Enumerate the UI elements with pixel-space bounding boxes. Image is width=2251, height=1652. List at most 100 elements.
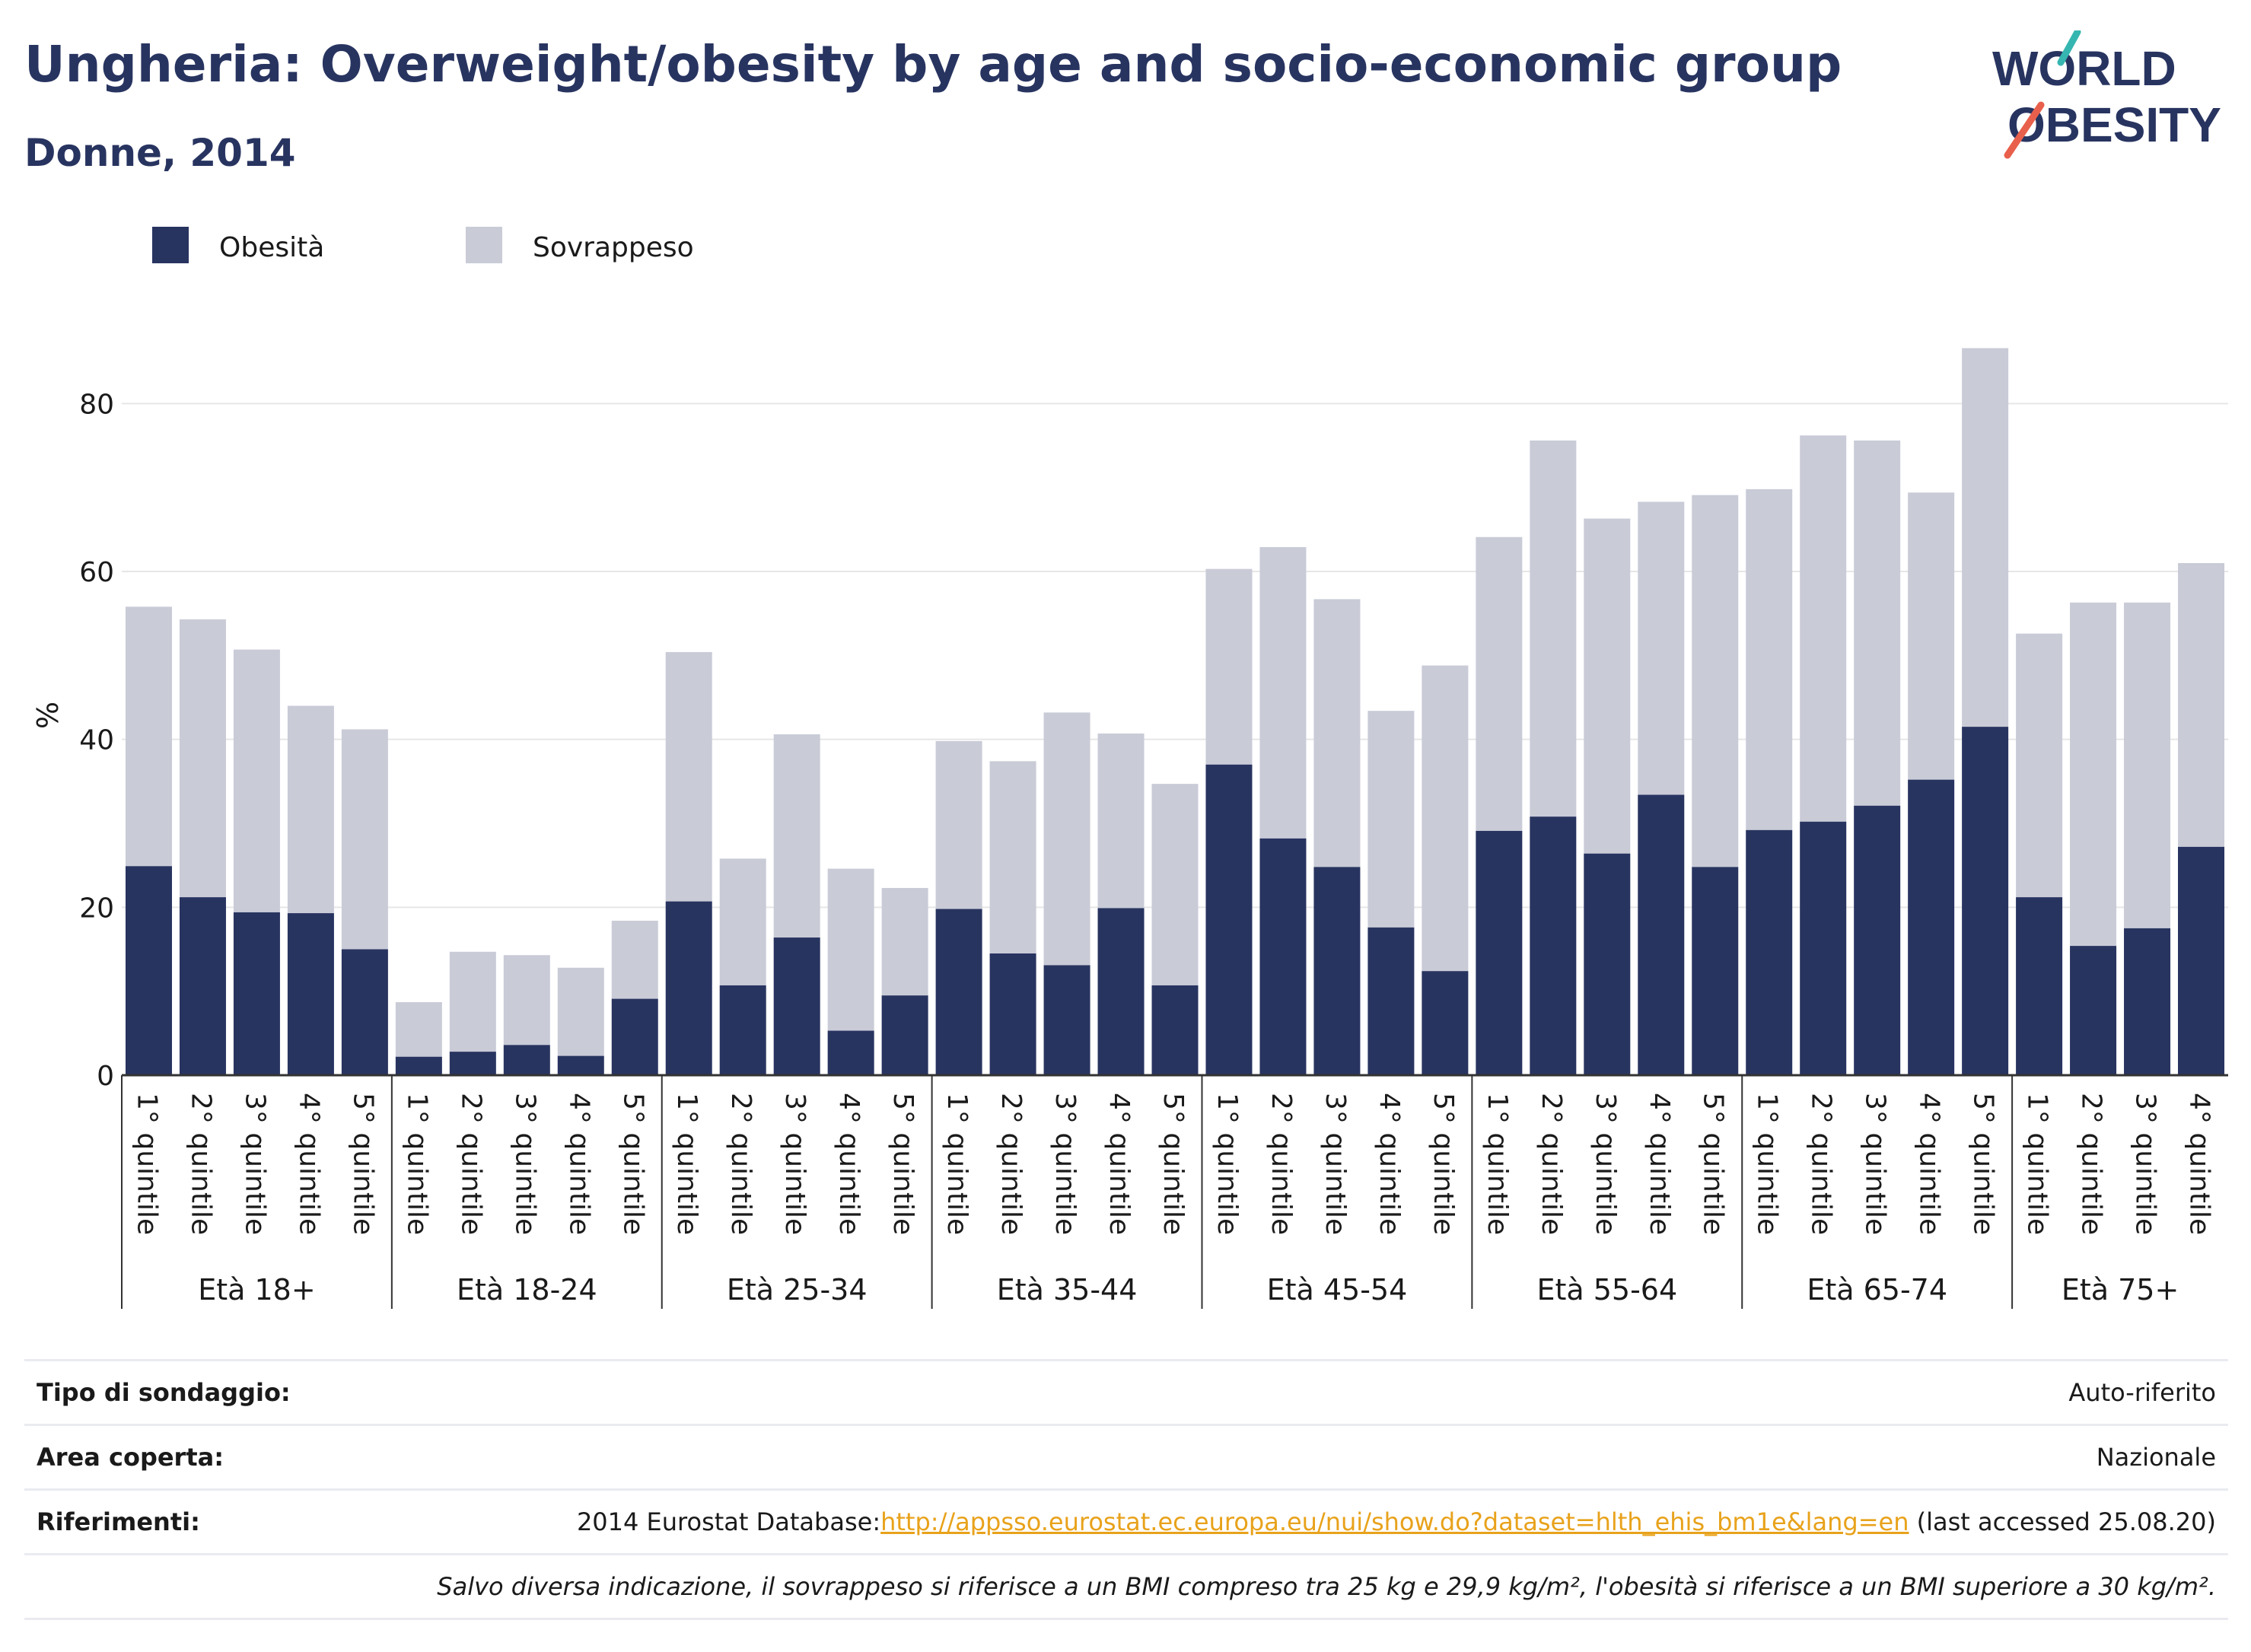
chart-title: Ungheria: Overweight/obesity by age and …: [24, 35, 1842, 94]
bar-overweight: [1259, 547, 1307, 839]
group-label: Età 55-64: [1536, 1273, 1677, 1307]
y-tick-label: 40: [79, 725, 114, 756]
bar-overweight: [1908, 492, 1955, 780]
bar-overweight: [1800, 435, 1847, 822]
x-tick-label: 1° quintile: [401, 1093, 432, 1235]
x-tick-label: 5° quintile: [1157, 1093, 1189, 1235]
x-tick-label: 3° quintile: [1860, 1093, 1891, 1235]
legend-label-obesity: Obesità: [219, 232, 324, 263]
bar-obesity: [1367, 927, 1415, 1075]
bar-overweight: [1205, 568, 1253, 765]
y-tick-label: 60: [79, 557, 114, 588]
y-tick-label: 80: [79, 389, 114, 420]
stacked-bar-chart: Obesità Sovrappeso % 0 20 40 60 80 1° quinti…: [31, 227, 2228, 1309]
bar-overweight: [881, 887, 928, 996]
bar-obesity: [719, 985, 766, 1075]
x-tick-label: 1° quintile: [941, 1093, 973, 1235]
x-tick-label: 3° quintile: [779, 1093, 810, 1235]
bar-overweight: [1746, 489, 1793, 830]
group-label: Età 35-44: [997, 1273, 1138, 1307]
bar-overweight: [611, 920, 658, 999]
bar-obesity: [287, 913, 334, 1075]
bar-obesity: [2178, 846, 2225, 1075]
x-tick-label: 4° quintile: [563, 1093, 594, 1235]
bar-overweight: [503, 955, 550, 1046]
bar-obesity: [1422, 971, 1469, 1075]
bar-obesity: [611, 998, 658, 1075]
bar-overweight: [2124, 602, 2171, 928]
bar-overweight: [719, 858, 766, 985]
bmi-note: Salvo diversa indicazione, il sovrappeso…: [437, 1572, 2216, 1601]
bar-obesity: [1259, 838, 1307, 1075]
x-tick-label: 5° quintile: [617, 1093, 648, 1235]
x-tick-label: 1° quintile: [1482, 1093, 1513, 1235]
bar-obesity: [341, 949, 388, 1075]
bar-overweight: [827, 868, 874, 1031]
info-row-note: Salvo diversa indicazione, il sovrappeso…: [24, 1553, 2228, 1620]
bar-overweight: [2016, 633, 2063, 898]
x-tick-label: 4° quintile: [2184, 1093, 2215, 1235]
x-tick-label: 3° quintile: [239, 1093, 270, 1235]
x-tick-label: 2° quintile: [1536, 1093, 1567, 1235]
bar-overweight: [1638, 501, 1685, 795]
bar-overweight: [179, 619, 226, 898]
x-tick-label: 4° quintile: [1103, 1093, 1135, 1235]
bar-obesity: [449, 1052, 496, 1075]
bar-obesity: [1205, 764, 1253, 1075]
group-label: Età 18+: [198, 1273, 315, 1307]
y-axis-label: %: [31, 702, 65, 729]
bar-obesity: [2124, 928, 2171, 1075]
legend-swatch-obesity: [152, 227, 189, 263]
bar-overweight: [935, 740, 982, 909]
bar-overweight: [2070, 602, 2117, 947]
x-tick-label: 1° quintile: [131, 1093, 162, 1235]
bar-obesity: [233, 912, 280, 1075]
bar-obesity: [395, 1056, 442, 1075]
x-tick-label: 5° quintile: [1968, 1093, 1999, 1235]
bar-overweight: [989, 761, 1036, 954]
bar-overweight: [1367, 711, 1415, 928]
reference-link[interactable]: http://appsso.eurostat.ec.europa.eu/nui/…: [880, 1507, 1909, 1536]
x-tick-label: 5° quintile: [1428, 1093, 1459, 1235]
bar-obesity: [1746, 829, 1793, 1075]
bar-obesity: [1530, 816, 1577, 1075]
bar-obesity: [881, 995, 928, 1075]
bar-obesity: [2070, 946, 2117, 1075]
bar-overweight: [1530, 440, 1577, 817]
info-value: Auto-riferito: [2068, 1378, 2216, 1407]
bar-obesity: [773, 937, 820, 1075]
bar-obesity: [1854, 805, 1901, 1075]
info-label: Area coperta:: [37, 1443, 224, 1472]
chart-subtitle: Donne, 2014: [24, 131, 296, 175]
x-tick-label: 3° quintile: [2130, 1093, 2161, 1235]
x-tick-label: 3° quintile: [1049, 1093, 1081, 1235]
bar-obesity: [1908, 779, 1955, 1075]
bar-overweight: [233, 649, 280, 912]
bar-obesity: [1692, 867, 1739, 1075]
bar-overweight: [773, 734, 820, 938]
x-tick-label: 4° quintile: [833, 1093, 864, 1235]
x-tick-label: 1° quintile: [1752, 1093, 1783, 1235]
x-tick-label: 4° quintile: [293, 1093, 324, 1235]
group-label: Età 25-34: [727, 1273, 868, 1307]
bar-overweight: [1043, 712, 1090, 966]
bar-obesity: [935, 909, 982, 1075]
logo-slash-bottom: [2004, 101, 2045, 159]
bar-obesity: [1638, 794, 1685, 1075]
info-value-reference: 2014 Eurostat Database:http://appsso.eur…: [577, 1491, 2216, 1553]
world-obesity-logo: WORLD OBESITY: [1992, 30, 2221, 159]
x-tick-label: 5° quintile: [347, 1093, 378, 1235]
x-tick-label: 2° quintile: [2076, 1093, 2107, 1235]
bar-obesity: [179, 897, 226, 1075]
x-tick-label: 4° quintile: [1914, 1093, 1945, 1235]
x-tick-label: 3° quintile: [1320, 1093, 1351, 1235]
bar-obesity: [827, 1030, 874, 1075]
x-tick-label: 4° quintile: [1374, 1093, 1405, 1235]
bar-overweight: [449, 951, 496, 1052]
group-label: Età 18-24: [457, 1273, 597, 1307]
x-tick-label: 2° quintile: [725, 1093, 756, 1235]
legend: Obesità Sovrappeso: [152, 227, 694, 263]
logo-slash-top: [2057, 30, 2081, 66]
bar-overweight: [1422, 665, 1469, 972]
bar-obesity: [989, 953, 1036, 1075]
